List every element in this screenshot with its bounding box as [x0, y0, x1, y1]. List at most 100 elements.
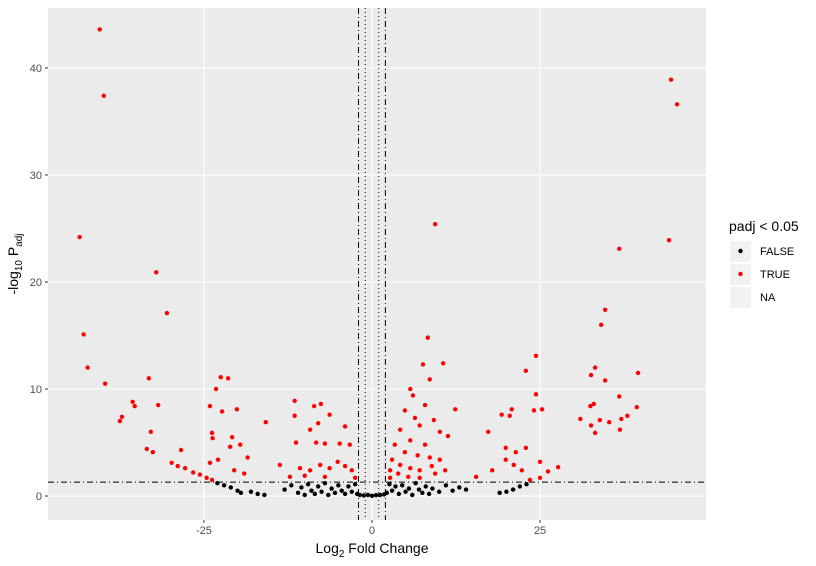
point	[445, 433, 451, 439]
point	[457, 485, 462, 490]
point	[420, 362, 426, 367]
point	[387, 475, 393, 481]
point	[533, 392, 539, 397]
point	[349, 468, 354, 473]
point	[235, 488, 240, 493]
point	[617, 246, 622, 252]
point	[209, 430, 215, 436]
point	[531, 408, 537, 413]
point	[332, 490, 338, 496]
point	[335, 459, 340, 464]
point	[396, 491, 402, 497]
point	[101, 93, 106, 98]
point	[204, 475, 209, 481]
point	[117, 418, 123, 424]
point	[395, 471, 401, 476]
point	[210, 436, 215, 441]
point	[227, 444, 233, 449]
point	[403, 489, 408, 494]
point	[342, 463, 348, 469]
point	[245, 455, 250, 460]
point	[302, 492, 307, 498]
y-tick-label: 30	[30, 170, 42, 182]
point	[432, 471, 438, 476]
point	[420, 490, 425, 496]
point	[299, 485, 304, 490]
point	[292, 413, 297, 418]
point	[347, 442, 352, 447]
legend: padj < 0.05 FALSE TRUE NA	[729, 218, 799, 308]
point	[416, 487, 422, 492]
point	[524, 482, 529, 487]
point	[397, 427, 403, 432]
point	[342, 424, 348, 429]
point	[219, 409, 225, 414]
point	[393, 484, 398, 489]
point	[154, 270, 159, 275]
point	[408, 386, 413, 392]
point	[389, 457, 395, 462]
point	[207, 403, 213, 409]
y-tick-label: 10	[30, 384, 42, 396]
point	[634, 404, 639, 410]
reference-lines	[48, 8, 706, 520]
point	[423, 484, 428, 489]
legend-marker	[738, 271, 743, 277]
point	[617, 394, 622, 399]
y-tick-label: 20	[30, 277, 42, 289]
y-label-part: -log	[5, 271, 21, 294]
legend-label: NA	[760, 292, 776, 304]
point	[346, 484, 351, 489]
point	[326, 492, 331, 498]
point	[592, 365, 598, 370]
point	[591, 401, 596, 407]
point	[322, 480, 328, 486]
point	[674, 102, 680, 107]
points	[77, 27, 680, 499]
point	[592, 430, 598, 436]
point	[144, 446, 150, 452]
point	[287, 474, 293, 479]
point	[417, 423, 422, 428]
point	[519, 468, 525, 473]
point	[406, 474, 411, 479]
point	[507, 413, 512, 418]
point	[410, 393, 416, 398]
point	[225, 376, 231, 381]
legend-label: FALSE	[760, 246, 794, 258]
legend-marker	[738, 248, 743, 254]
point	[503, 445, 508, 451]
point	[238, 490, 244, 496]
point	[527, 477, 533, 483]
point	[523, 368, 529, 374]
point	[417, 468, 422, 473]
point	[352, 482, 358, 487]
point	[517, 484, 523, 489]
point	[389, 488, 395, 493]
point	[402, 408, 408, 413]
point	[190, 470, 196, 475]
point	[339, 488, 344, 493]
point	[432, 221, 438, 227]
point	[625, 413, 630, 418]
point	[248, 489, 254, 494]
point	[635, 370, 641, 376]
point	[221, 483, 227, 488]
point	[373, 492, 379, 498]
legend-label: TRUE	[760, 269, 790, 281]
point	[182, 466, 188, 471]
point	[282, 487, 287, 492]
point	[533, 353, 539, 359]
point	[511, 462, 516, 468]
point	[392, 442, 398, 447]
point	[397, 462, 403, 468]
point	[453, 407, 458, 412]
point	[215, 457, 221, 462]
y-axis-label: -log10 Padj	[5, 233, 25, 294]
point	[229, 434, 235, 440]
point	[413, 480, 418, 486]
point	[537, 475, 543, 481]
point	[365, 492, 371, 498]
point	[422, 402, 428, 408]
point	[313, 440, 319, 445]
